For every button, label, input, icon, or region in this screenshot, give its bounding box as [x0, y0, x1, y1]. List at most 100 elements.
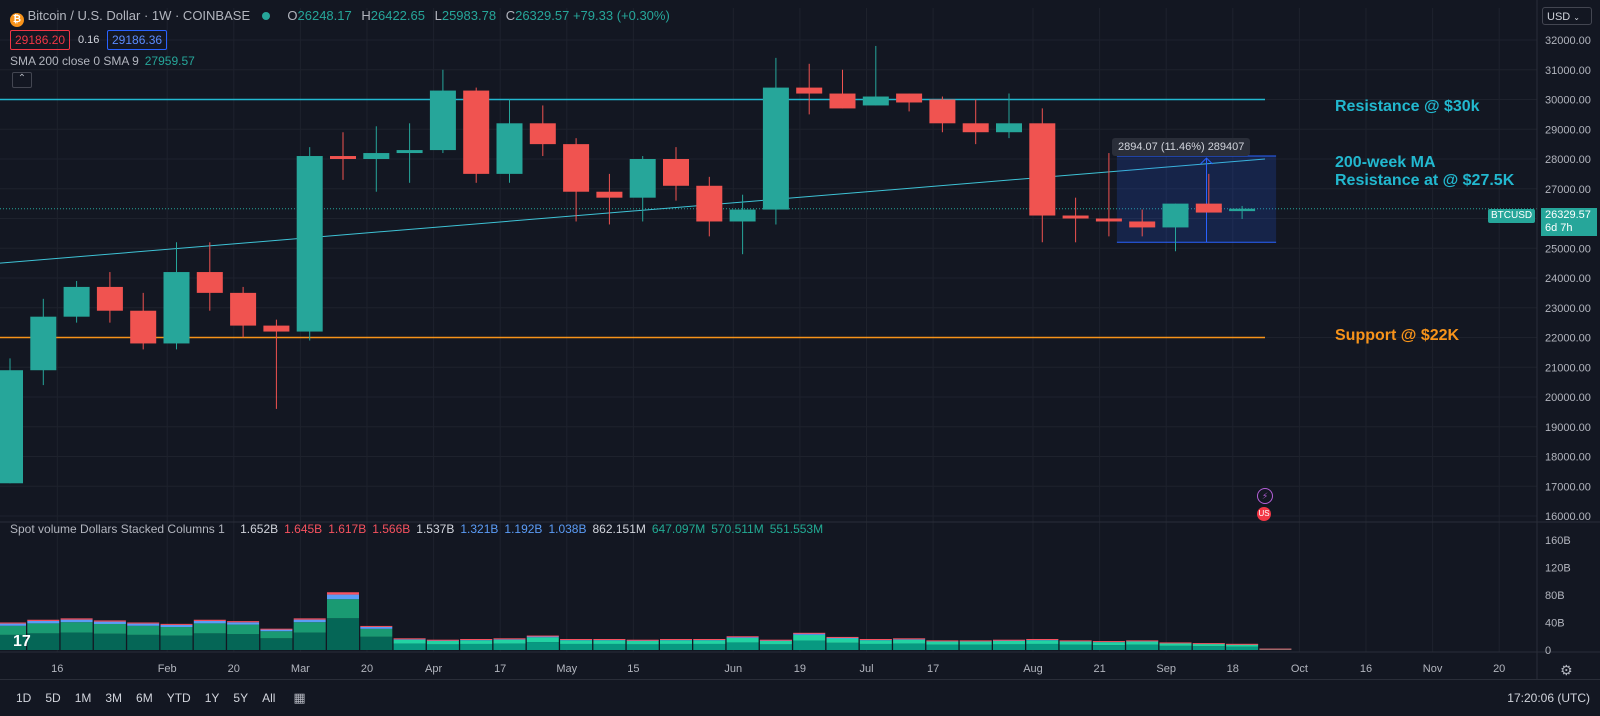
timeframe-1d[interactable]: 1D — [16, 691, 31, 705]
volume-tick-label: 160B — [1545, 535, 1571, 547]
timeframe-6m[interactable]: 6M — [136, 691, 153, 705]
sell-button[interactable]: 29186.20 — [10, 30, 70, 50]
volume-tick-label: 40B — [1545, 618, 1565, 630]
volume-bar-blue — [327, 595, 359, 600]
volume-bar-top — [593, 639, 625, 640]
volume-bar-base — [893, 644, 925, 650]
volume-bar-mid — [760, 641, 792, 644]
volume-bar-mid — [127, 626, 159, 635]
volume-bar-mid — [527, 637, 559, 642]
timeframe-5y[interactable]: 5Y — [233, 691, 248, 705]
volume-bar-mid — [1026, 640, 1058, 644]
price-tick-label: 28000.00 — [1545, 154, 1591, 166]
volume-bar-top — [94, 620, 126, 621]
candle-body — [630, 159, 656, 198]
us-flag-icon[interactable]: US — [1257, 507, 1271, 521]
volume-bar-base — [427, 644, 459, 650]
candle-body — [1029, 123, 1055, 215]
volume-bar-top — [360, 626, 392, 627]
timeframe-3m[interactable]: 3M — [105, 691, 122, 705]
timeframe-ytd[interactable]: YTD — [167, 691, 191, 705]
price-tick-label: 29000.00 — [1545, 124, 1591, 136]
volume-bar-mid — [94, 624, 126, 634]
volume-legend-value: 1.652B — [240, 522, 278, 536]
ma-annotation: 200-week MA Resistance at @ $27.5K — [1335, 154, 1514, 190]
volume-legend-value: 551.553M — [770, 522, 823, 536]
volume-bar-base — [1126, 645, 1158, 650]
x-tick-label: 20 — [1493, 663, 1505, 675]
candle-body — [197, 272, 223, 293]
volume-bar-top — [560, 639, 592, 640]
timeframe-all[interactable]: All — [262, 691, 275, 705]
market-status-icon — [262, 12, 270, 20]
volume-bar-base — [560, 644, 592, 650]
x-tick-label: Oct — [1291, 663, 1308, 675]
lightning-icon[interactable]: ⚡ — [1257, 488, 1273, 504]
volume-bar-mid — [1160, 643, 1192, 645]
volume-bar-mid — [227, 625, 259, 635]
volume-bar-mid — [1093, 642, 1125, 645]
volume-bar-mid — [27, 623, 59, 633]
candle-body — [1063, 216, 1089, 219]
candle-body — [730, 210, 756, 222]
candle-body — [164, 272, 190, 343]
candle-body — [530, 123, 556, 144]
buy-button[interactable]: 29186.36 — [107, 30, 167, 50]
measure-tool — [1117, 156, 1276, 242]
volume-bar-base — [260, 638, 292, 650]
volume-bar-base — [1093, 645, 1125, 650]
sma-label: SMA 200 close 0 SMA 9 — [10, 54, 139, 68]
symbol-title[interactable]: Bitcoin / U.S. Dollar · 1W · COINBASE — [28, 8, 251, 23]
candle-body — [97, 287, 123, 311]
x-tick-label: 17 — [494, 663, 506, 675]
timeframe-1y[interactable]: 1Y — [205, 691, 220, 705]
clock: 17:20:06 (UTC) — [1507, 691, 1590, 705]
volume-legend-value: 1.617B — [328, 522, 366, 536]
volume-bar-top — [1126, 640, 1158, 641]
spread-value: 0.16 — [78, 34, 99, 46]
candle-body — [1129, 221, 1155, 227]
x-tick-label: Aug — [1023, 663, 1043, 675]
volume-bar-mid — [260, 631, 292, 638]
volume-tick-label: 120B — [1545, 563, 1571, 575]
candle-body — [497, 123, 523, 174]
price-tick-label: 16000.00 — [1545, 511, 1591, 523]
volume-bar-blue — [61, 620, 93, 623]
candle-body — [363, 153, 389, 159]
volume-bar-mid — [161, 627, 193, 636]
volume-bar-top — [527, 636, 559, 637]
volume-bar-blue — [360, 627, 392, 629]
volume-bar-blue — [94, 622, 126, 624]
x-tick-label: Feb — [158, 663, 177, 675]
volume-bar-top — [1226, 644, 1258, 645]
candle-body — [1163, 204, 1189, 228]
price-tick-label: 32000.00 — [1545, 35, 1591, 47]
volume-bar-top — [860, 639, 892, 640]
timeframe-1m[interactable]: 1M — [75, 691, 92, 705]
volume-legend-value: 1.566B — [372, 522, 410, 536]
volume-bar-mid — [627, 641, 659, 644]
volume-bar-base — [860, 644, 892, 650]
candle-body — [596, 192, 622, 198]
chevron-up-icon[interactable]: ⌃ — [12, 72, 32, 88]
volume-legend-value: 1.537B — [416, 522, 454, 536]
calendar-icon[interactable]: ▦ — [293, 690, 305, 706]
volume-bar-base — [127, 635, 159, 650]
gear-icon[interactable]: ⚙ — [1560, 662, 1573, 679]
candle-body — [297, 156, 323, 332]
volume-bar-blue — [127, 624, 159, 626]
x-tick-label: Nov — [1423, 663, 1443, 675]
volume-bar-base — [394, 644, 426, 650]
volume-bar-mid — [394, 640, 426, 644]
currency-selector[interactable]: USD ⌄ — [1542, 7, 1592, 25]
timeframe-5d[interactable]: 5D — [45, 691, 60, 705]
close-value: 26329.57 — [515, 8, 569, 23]
volume-bar-base — [494, 644, 526, 650]
volume-bar-mid — [494, 640, 526, 644]
x-tick-label: 16 — [51, 663, 63, 675]
volume-bar-top — [1193, 643, 1225, 644]
candle-body — [929, 100, 955, 124]
volume-bars — [0, 592, 1291, 650]
candle-body — [863, 97, 889, 106]
